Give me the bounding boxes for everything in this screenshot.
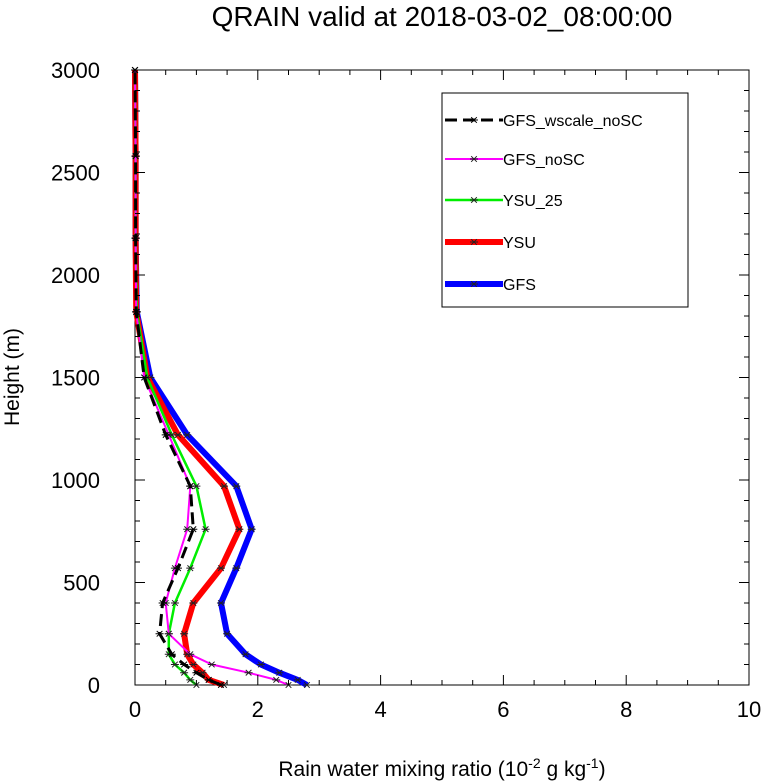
y-axis-label: Height (m): [1, 328, 24, 426]
series-marker: [207, 661, 216, 668]
series-marker: [180, 669, 189, 676]
series-marker: [183, 431, 192, 439]
series-marker: [302, 681, 311, 689]
x-tick-label: 2: [252, 697, 264, 722]
series-marker: [216, 564, 225, 572]
series-marker: [161, 431, 170, 439]
series-marker: [158, 599, 167, 607]
x-tick-label: 10: [737, 697, 761, 722]
series-marker: [164, 630, 173, 637]
legend-item: GFS: [445, 277, 536, 294]
series-marker: [170, 599, 179, 607]
y-tick-label: 1500: [51, 366, 100, 391]
y-tick-label: 0: [88, 673, 100, 698]
x-tick-label: 8: [620, 697, 632, 722]
x-tick-label: 6: [497, 697, 509, 722]
series-marker: [186, 676, 195, 684]
series-marker: [223, 630, 232, 637]
series-line: [134, 69, 289, 686]
series-marker: [241, 651, 250, 658]
series-marker: [256, 661, 265, 668]
series-marker: [244, 669, 253, 676]
chart-title: QRAIN valid at 2018-03-02_08:00:00: [212, 1, 673, 32]
y-tick-label: 2500: [51, 161, 100, 186]
series-marker: [186, 651, 195, 658]
series-marker: [189, 526, 198, 533]
series-marker: [186, 564, 195, 572]
ticks-layer: 0 2 4 6 8 10 0 500 1000 1500 2000 2500 3000: [51, 58, 761, 722]
legend-item: GFS_noSC: [445, 152, 585, 169]
series-marker: [167, 651, 176, 658]
series-marker: [186, 482, 195, 490]
y-tick-label: 2000: [51, 263, 100, 288]
x-tick-label: 4: [374, 697, 386, 722]
series-marker: [201, 526, 210, 533]
series-marker: [131, 152, 140, 160]
series-marker: [204, 676, 213, 684]
y-tick-label: 1000: [51, 468, 100, 493]
x-axis-label: Rain water mixing ratio (10-2 g kg-1): [278, 755, 605, 781]
series-marker: [470, 155, 478, 163]
legend-item: YSU_25: [445, 193, 563, 210]
series-gfs: [131, 66, 311, 689]
series-marker: [232, 482, 241, 490]
series-marker: [220, 482, 229, 490]
series-marker: [180, 661, 189, 668]
series-marker: [235, 526, 244, 533]
series-marker: [173, 564, 182, 572]
series-marker: [470, 116, 478, 124]
x-tick-label: 0: [129, 697, 141, 722]
legend: GFS_wscale_noSC GFS_noSC YSU_25 YSU GFS: [441, 92, 689, 308]
series-gfs-nosc: [131, 66, 293, 689]
legend-label: GFS_wscale_noSC: [503, 113, 643, 130]
y-tick-label: 3000: [51, 58, 100, 83]
series-marker: [247, 526, 256, 533]
series-marker: [293, 676, 302, 684]
series-marker: [216, 599, 225, 607]
y-tick-label: 500: [63, 571, 100, 596]
series-marker: [170, 661, 179, 668]
series-marker: [470, 238, 478, 246]
series-marker: [470, 196, 478, 204]
series-marker: [470, 280, 478, 288]
legend-label: YSU: [503, 235, 536, 252]
series-marker: [275, 669, 284, 676]
legend-label: YSU_25: [503, 193, 563, 210]
series-marker: [192, 669, 201, 676]
series-marker: [216, 681, 225, 689]
series-line: [132, 69, 309, 688]
series-marker: [131, 234, 140, 242]
series-layer: [131, 66, 311, 689]
legend-item: GFS_wscale_noSC: [445, 113, 643, 130]
series-marker: [272, 676, 281, 684]
series-marker: [189, 661, 198, 668]
legend-label: GFS: [503, 277, 536, 294]
legend-label: GFS_noSC: [503, 152, 585, 169]
series-marker: [180, 630, 189, 637]
series-marker: [155, 630, 164, 637]
legend-item: YSU: [445, 235, 536, 252]
series-marker: [189, 599, 198, 607]
series-marker: [232, 564, 241, 572]
series-marker: [132, 308, 141, 316]
